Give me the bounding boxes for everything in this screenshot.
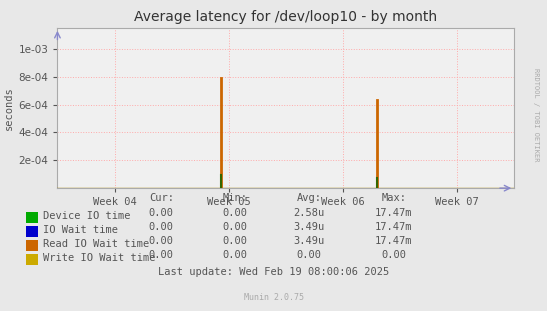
Text: 2.58u: 2.58u bbox=[293, 208, 325, 218]
Text: 0.00: 0.00 bbox=[149, 250, 174, 260]
Text: Write IO Wait time: Write IO Wait time bbox=[43, 253, 155, 263]
Text: 3.49u: 3.49u bbox=[293, 222, 325, 232]
Text: Max:: Max: bbox=[381, 193, 406, 202]
Text: Read IO Wait time: Read IO Wait time bbox=[43, 239, 149, 249]
Y-axis label: seconds: seconds bbox=[4, 86, 14, 130]
Text: Last update: Wed Feb 19 08:00:06 2025: Last update: Wed Feb 19 08:00:06 2025 bbox=[158, 267, 389, 277]
Text: IO Wait time: IO Wait time bbox=[43, 225, 118, 235]
Text: 0.00: 0.00 bbox=[223, 250, 248, 260]
Text: Device IO time: Device IO time bbox=[43, 211, 130, 221]
Text: 0.00: 0.00 bbox=[381, 250, 406, 260]
Title: Average latency for /dev/loop10 - by month: Average latency for /dev/loop10 - by mon… bbox=[134, 10, 438, 24]
Text: Munin 2.0.75: Munin 2.0.75 bbox=[243, 293, 304, 302]
Text: Min:: Min: bbox=[223, 193, 248, 202]
Text: 0.00: 0.00 bbox=[223, 236, 248, 246]
Text: 0.00: 0.00 bbox=[149, 236, 174, 246]
Text: 0.00: 0.00 bbox=[223, 222, 248, 232]
Text: 0.00: 0.00 bbox=[296, 250, 322, 260]
Text: Avg:: Avg: bbox=[296, 193, 322, 202]
Text: RRDTOOL / TOBI OETIKER: RRDTOOL / TOBI OETIKER bbox=[533, 68, 539, 162]
Text: Cur:: Cur: bbox=[149, 193, 174, 202]
Text: 3.49u: 3.49u bbox=[293, 236, 325, 246]
Text: 17.47m: 17.47m bbox=[375, 208, 412, 218]
Text: 0.00: 0.00 bbox=[149, 208, 174, 218]
Text: 0.00: 0.00 bbox=[149, 222, 174, 232]
Text: 17.47m: 17.47m bbox=[375, 222, 412, 232]
Text: 0.00: 0.00 bbox=[223, 208, 248, 218]
Text: 17.47m: 17.47m bbox=[375, 236, 412, 246]
